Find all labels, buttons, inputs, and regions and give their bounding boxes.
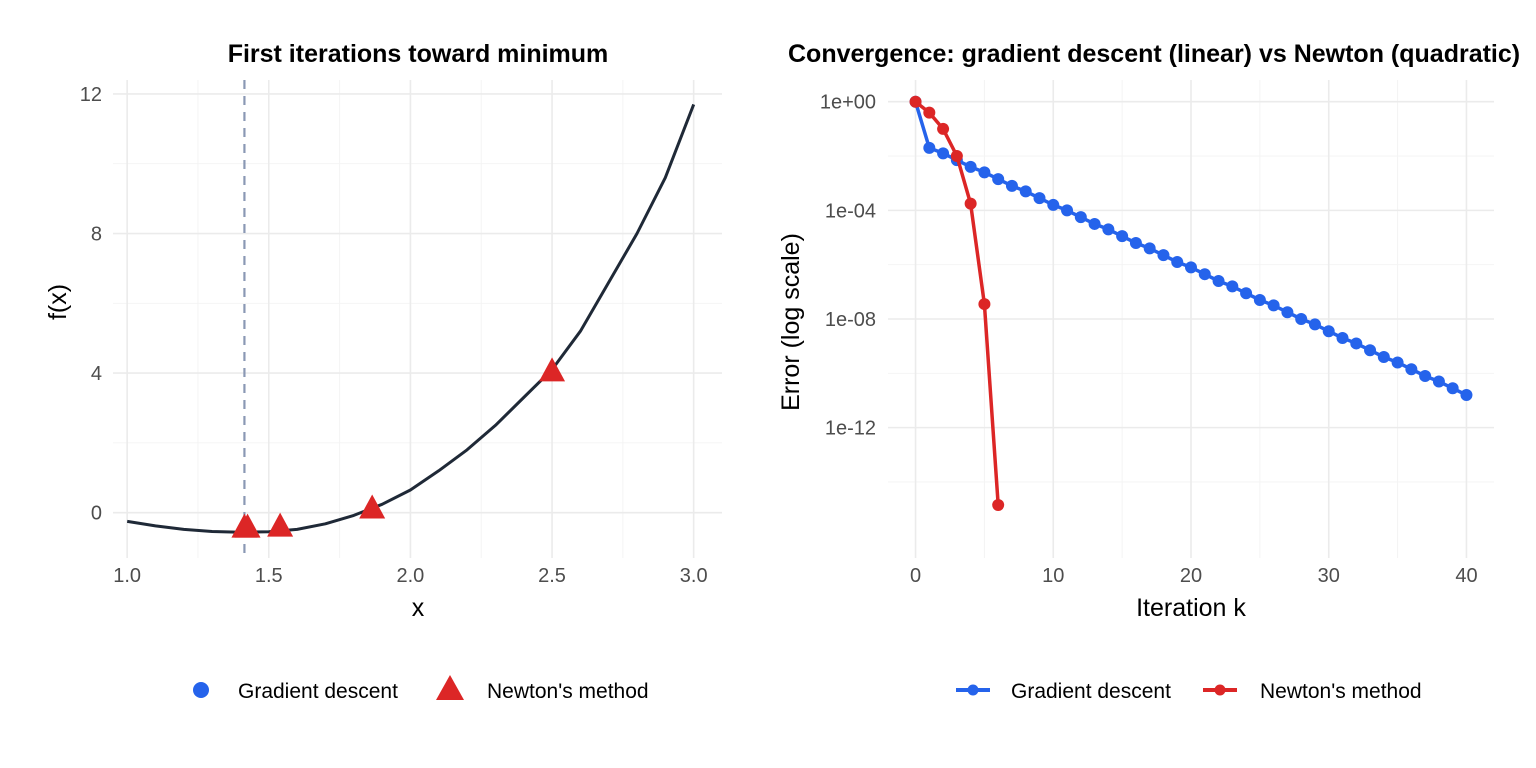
right-newton-point: [909, 95, 922, 108]
right-y-tick-label: 1e-12: [825, 418, 876, 440]
legend-gradient-descent-point-icon: [967, 684, 979, 696]
right-gradient-point: [1198, 268, 1211, 281]
left-x-tick-label: 3.0: [680, 565, 708, 587]
right-gradient-point: [1074, 211, 1087, 224]
right-legend: Gradient descent Newton's method: [956, 680, 1422, 703]
right-gradient-point: [1460, 389, 1473, 402]
left-y-axis-label: f(x): [44, 284, 72, 320]
right-gradient-point: [1322, 325, 1335, 338]
left-y-tick-label: 0: [91, 503, 102, 525]
left-x-tick-label: 2.5: [538, 565, 566, 587]
right-gradient-point: [1240, 287, 1253, 300]
panel-left: First iterations toward minimum 0 4 8 12 1.…: [44, 40, 722, 703]
right-x-tick-label: 10: [1042, 565, 1064, 587]
right-x-axis-label: Iteration k: [1136, 594, 1246, 622]
right-grid: [888, 80, 1494, 558]
left-x-tick-label: 2.0: [397, 565, 425, 587]
right-y-tick-label: 1e-04: [825, 200, 876, 222]
left-legend-label-newton: Newton's method: [487, 680, 649, 703]
right-x-tick-label: 40: [1455, 565, 1477, 587]
right-gradient-point: [1377, 351, 1390, 364]
left-grid: [113, 80, 722, 558]
right-gradient-point: [1212, 274, 1225, 287]
right-newton-point: [950, 150, 963, 163]
right-gradient-point: [1061, 204, 1074, 217]
right-gradient-point: [1143, 242, 1156, 255]
right-x-tick-label: 0: [910, 565, 921, 587]
right-newton-point: [978, 298, 991, 311]
left-newton-point: [359, 494, 386, 519]
right-y-tick-label: 1e-08: [825, 309, 876, 331]
right-gradient-point: [1185, 261, 1197, 274]
legend-newton-point-icon: [1214, 684, 1226, 696]
right-gradient-point: [1405, 363, 1418, 376]
legend-gradient-descent-circle-icon: [193, 682, 209, 698]
right-gradient-point: [1281, 306, 1294, 319]
left-x-axis-label: x: [412, 594, 425, 622]
right-gradient-point: [978, 166, 991, 179]
left-newton-point: [267, 512, 294, 537]
right-gradient-point: [1350, 337, 1363, 350]
left-function-curve: [126, 103, 696, 534]
left-plot-area: [126, 80, 696, 558]
right-newton-point: [937, 122, 950, 135]
right-gradient-point: [1446, 382, 1459, 395]
right-gradient-point: [1253, 293, 1266, 306]
right-gradient-point: [1391, 356, 1404, 369]
left-y-tick-label: 12: [80, 84, 102, 106]
right-gradient-point: [1033, 192, 1046, 205]
right-gradient-point: [1419, 370, 1432, 383]
right-gradient-point: [923, 141, 936, 154]
right-gradient-point: [1102, 223, 1115, 236]
left-x-ticks: 1.0 1.5 2.0 2.5 3.0: [113, 565, 707, 587]
right-y-axis-label: Error (log scale): [777, 233, 805, 411]
right-newton-point: [992, 499, 1005, 512]
right-gradient-point: [1308, 318, 1321, 331]
right-newton-point: [923, 106, 936, 119]
right-gradient-point: [1432, 375, 1445, 388]
right-chart-title: Convergence: gradient descent (linear) v…: [788, 40, 1520, 68]
right-gradient-point: [1088, 217, 1101, 230]
right-plot-area: [909, 95, 1473, 512]
right-y-tick-label: 1e+00: [820, 92, 876, 114]
right-gradient-point: [1267, 299, 1280, 312]
right-gradient-point: [937, 147, 950, 160]
right-gradient-point: [1295, 313, 1308, 325]
right-gradient-point: [1171, 255, 1184, 268]
left-newton-point: [539, 357, 566, 382]
right-gradient-point: [1336, 332, 1349, 345]
right-gradient-point: [1364, 344, 1377, 357]
left-x-tick-label: 1.5: [255, 565, 283, 587]
left-x-tick-label: 1.0: [113, 565, 141, 587]
panel-right: Convergence: gradient descent (linear) v…: [777, 40, 1520, 703]
left-y-ticks: 0 4 8 12: [80, 84, 102, 525]
right-x-tick-label: 20: [1180, 565, 1202, 587]
right-gradient-point: [1129, 236, 1142, 249]
right-x-ticks: 0 10 20 30 40: [910, 565, 1478, 587]
right-gradient-point: [964, 160, 977, 173]
left-legend: Gradient descent Newton's method: [193, 675, 649, 703]
right-y-ticks: 1e+00 1e-04 1e-08 1e-12: [820, 92, 876, 440]
right-legend-label-newton: Newton's method: [1260, 680, 1422, 703]
right-gradient-point: [1047, 198, 1060, 211]
right-gradient-point: [992, 173, 1005, 186]
left-legend-label-gradient: Gradient descent: [238, 680, 398, 703]
right-newton-point: [964, 197, 977, 210]
legend-newton-triangle-icon: [436, 675, 464, 700]
right-gradient-point: [1157, 249, 1170, 262]
left-y-tick-label: 4: [91, 363, 102, 385]
right-gradient-point: [1019, 185, 1032, 198]
right-gradient-point: [1005, 179, 1018, 192]
right-gradient-point: [1116, 230, 1129, 243]
right-legend-label-gradient: Gradient descent: [1011, 680, 1171, 703]
left-chart-title: First iterations toward minimum: [228, 40, 609, 68]
left-y-tick-label: 8: [91, 224, 102, 246]
right-gradient-point: [1226, 280, 1239, 293]
left-newton-point: [231, 513, 258, 538]
right-x-tick-label: 30: [1318, 565, 1340, 587]
